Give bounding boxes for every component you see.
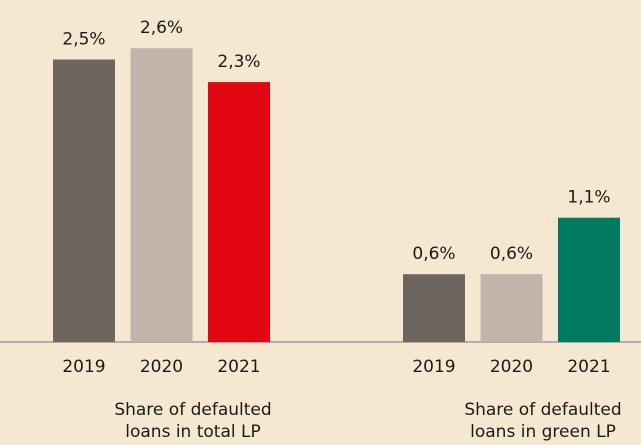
- x-tick-label: 2019: [412, 357, 455, 377]
- value-label: 2,5%: [62, 30, 105, 50]
- value-label: 2,3%: [217, 52, 260, 72]
- x-tick-label: 2020: [490, 357, 533, 377]
- bar: [480, 274, 543, 342]
- value-label: 0,6%: [490, 244, 533, 264]
- bar: [208, 82, 270, 342]
- bar: [558, 217, 620, 342]
- value-label: 2,6%: [140, 18, 183, 38]
- bar: [403, 274, 465, 342]
- x-tick-label: 2021: [567, 357, 610, 377]
- x-axis-label: Share of defaulted loans in green LP: [464, 400, 622, 442]
- bar: [130, 48, 193, 342]
- x-tick-label: 2019: [62, 357, 105, 377]
- x-axis-label: Share of defaulted loans in total LP: [114, 400, 272, 442]
- bar: [53, 59, 115, 342]
- x-tick-label: 2021: [217, 357, 260, 377]
- value-label: 1,1%: [567, 188, 610, 208]
- value-label: 0,6%: [412, 244, 455, 264]
- x-tick-label: 2020: [140, 357, 183, 377]
